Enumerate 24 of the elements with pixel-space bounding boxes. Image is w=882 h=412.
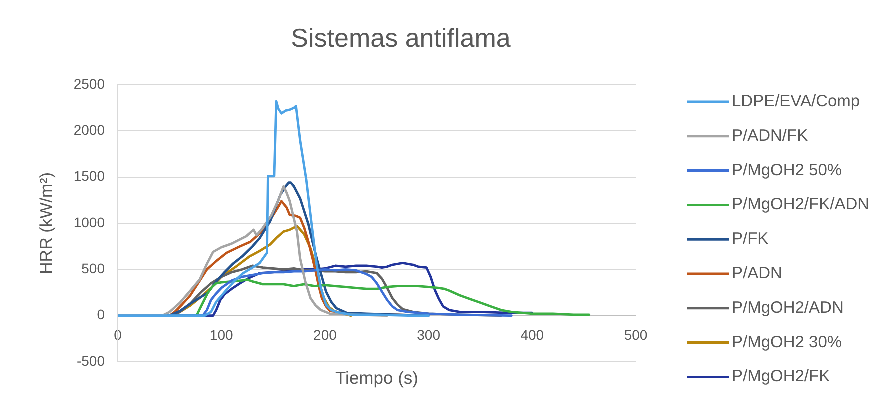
x-tick-label: 200: [314, 327, 338, 344]
y-tick-label: 500: [82, 260, 106, 277]
legend-label: P/MgOH2/ADN: [732, 298, 844, 317]
y-tick-label: -500: [76, 352, 106, 369]
legend-label: P/MgOH2/FK/ADN: [732, 196, 870, 214]
legend-label: P/ADN: [732, 264, 782, 283]
legend-label: P/FK: [732, 230, 769, 248]
legend-label: P/MgOH2 30%: [732, 333, 842, 352]
legend-label: P/MgOH2 50%: [732, 161, 842, 180]
x-tick-label: 100: [210, 327, 234, 344]
x-tick-label: 500: [624, 327, 648, 344]
y-tick-label: 2500: [74, 76, 106, 92]
x-axis-title: Tiempo (s): [336, 368, 418, 388]
y-tick-label: 0: [97, 306, 106, 323]
x-tick-label: 400: [520, 327, 544, 344]
y-tick-label: 1500: [74, 168, 106, 184]
y-tick-label: 1000: [74, 214, 106, 230]
chart-title: Sistemas antiflama: [291, 23, 512, 54]
legend-label: P/MgOH2/FK: [732, 368, 830, 386]
x-tick-label: 300: [417, 327, 441, 344]
legend-label: P/ADN/FK: [732, 126, 808, 145]
legend-label: LDPE/EVA/Comp: [732, 92, 860, 111]
y-tick-label: 2000: [74, 122, 106, 138]
y-axis-title: HRR (kW/m²): [36, 172, 56, 274]
